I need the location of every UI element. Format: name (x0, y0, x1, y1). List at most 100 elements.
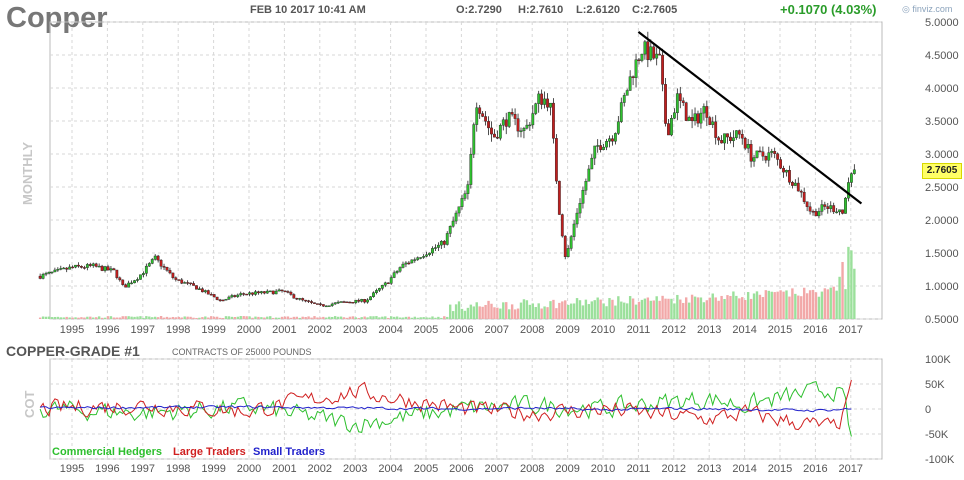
volume-bar (826, 289, 829, 319)
cot-series-small-traders (40, 405, 852, 413)
volume-bar (631, 298, 635, 319)
candle-body (835, 211, 839, 214)
candle-body (230, 295, 234, 298)
candle-body (183, 282, 187, 284)
price-x-tick-label: 2012 (662, 324, 686, 336)
volume-bar (133, 316, 136, 319)
volume-bar (395, 316, 399, 319)
cot-x-tick-label: 2001 (272, 463, 296, 475)
candle-body (670, 118, 673, 136)
price-x-tick-label: 2010 (591, 324, 615, 336)
volume-bar (617, 296, 620, 319)
candle-body (566, 248, 570, 257)
candle-body (613, 133, 617, 142)
volume-bar (714, 297, 717, 319)
candle-body (425, 254, 428, 257)
volume-bar (280, 316, 284, 319)
volume-bar (127, 316, 130, 319)
candle-body (245, 293, 249, 296)
volume-bars (38, 246, 856, 319)
volume-bar (165, 316, 169, 319)
volume-bar (566, 304, 570, 319)
volume-bar (537, 303, 540, 319)
candle-body (357, 299, 361, 302)
price-x-tick-label: 1995 (60, 324, 84, 336)
volume-bar (670, 298, 673, 319)
candle-body (242, 293, 246, 295)
candle-body (501, 119, 505, 126)
brand-watermark[interactable]: ◎ finviz.com (902, 4, 952, 15)
candle-body (681, 100, 685, 103)
volume-bar (693, 296, 697, 319)
candle-body (731, 137, 735, 142)
candle-body (203, 290, 207, 293)
volume-bar (354, 317, 357, 319)
candle-body (141, 273, 145, 275)
volume-bar (643, 298, 647, 319)
cot-tick-label: 50K (925, 379, 945, 391)
candle-body (490, 127, 493, 135)
candle-body (366, 299, 369, 303)
volume-bar (204, 316, 207, 319)
volume-bar (298, 317, 301, 319)
candle-body (776, 153, 780, 160)
volume-bar (767, 290, 770, 319)
candle-body (254, 291, 257, 295)
price-x-tick-label: 2005 (414, 324, 438, 336)
volume-bar (168, 317, 172, 319)
candle-body (360, 299, 364, 302)
volume-bar (112, 317, 116, 319)
candle-body (472, 124, 476, 155)
volume-bar (266, 316, 269, 319)
candle-body (619, 102, 623, 122)
volume-bar (448, 304, 452, 319)
volume-bar (80, 317, 83, 319)
candle-body (130, 282, 133, 285)
cot-lines (39, 379, 852, 437)
volume-bar (307, 316, 310, 319)
volume-bar (590, 301, 593, 319)
volume-bar (481, 306, 484, 319)
candle-body (289, 291, 293, 295)
volume-bar (310, 317, 313, 319)
price-x-tick-label: 2009 (555, 324, 579, 336)
volume-bar (68, 317, 71, 319)
cot-x-tick-label: 2017 (839, 463, 863, 475)
volume-bar (823, 288, 827, 319)
volume-bar (770, 291, 773, 319)
volume-bar (546, 307, 549, 319)
volume-bar (814, 292, 818, 319)
volume-bar (180, 317, 183, 319)
volume-bar (614, 305, 617, 319)
volume-bar (348, 316, 352, 319)
candle-body (454, 212, 458, 222)
candle-body (336, 301, 340, 304)
candle-body (271, 290, 275, 295)
cot-series-large-traders (39, 379, 852, 431)
volume-bar (658, 300, 661, 319)
candle-body (265, 290, 269, 294)
candle-body (696, 113, 700, 124)
candle-body (832, 205, 836, 213)
volume-bar (313, 316, 316, 319)
cot-subtitle: CONTRACTS OF 25000 POUNDS (172, 347, 312, 357)
candle-body (62, 267, 66, 270)
price-x-tick-label: 1998 (166, 324, 190, 336)
volume-bar (319, 317, 322, 319)
volume-bar (410, 317, 414, 319)
candle-body (448, 226, 452, 234)
volume-bar (151, 317, 154, 319)
volume-bar (835, 290, 838, 319)
volume-bar (387, 317, 390, 319)
price-x-tick-label: 2017 (839, 324, 863, 336)
candle-body (103, 266, 107, 271)
volume-bar (696, 297, 700, 319)
volume-bar (484, 304, 487, 319)
candle-body (345, 301, 349, 304)
volume-bar (41, 316, 45, 319)
volume-bar (749, 298, 753, 319)
candle-body (127, 282, 131, 288)
candle-body (602, 146, 605, 150)
candle-body (351, 302, 355, 304)
cot-tick-label: 100K (925, 354, 951, 366)
